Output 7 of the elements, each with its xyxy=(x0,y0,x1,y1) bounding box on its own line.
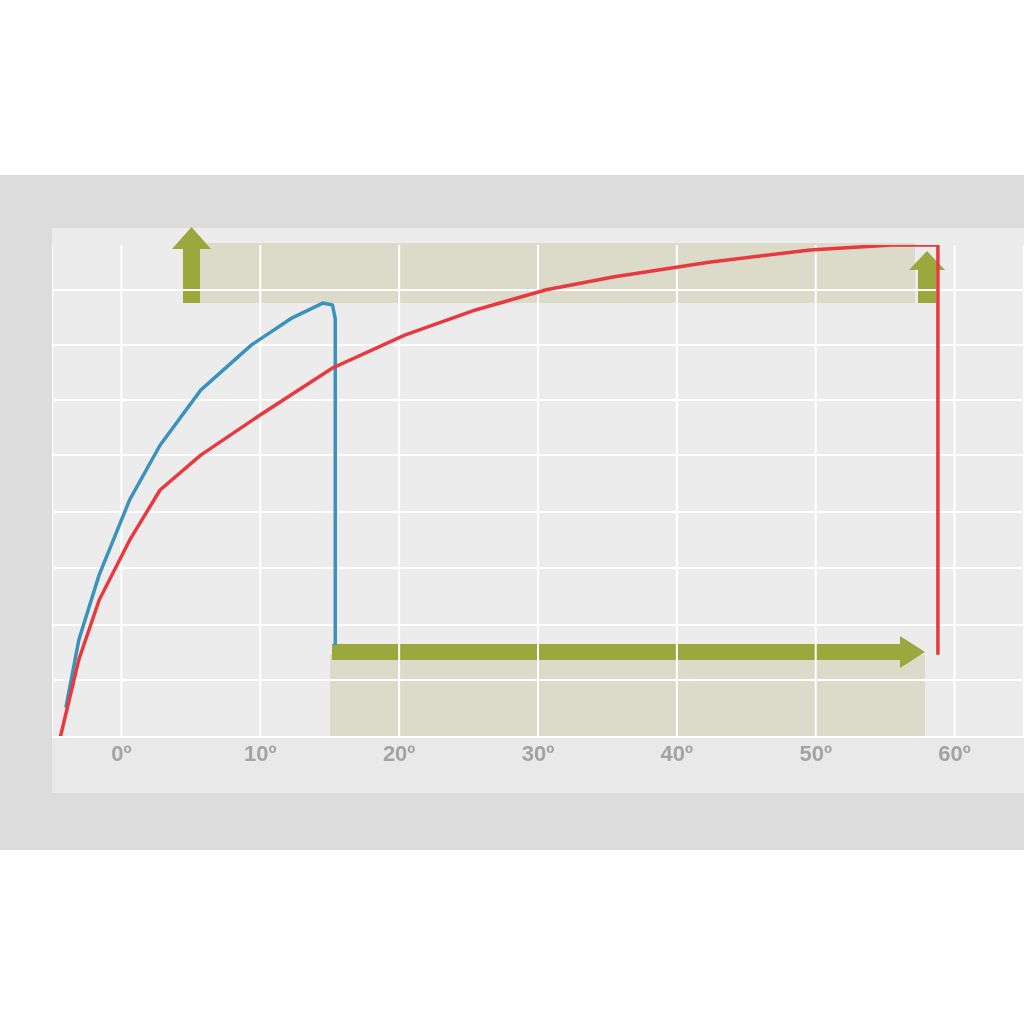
x-tick-label: 50º xyxy=(799,740,832,766)
x-tick-label: 20º xyxy=(382,740,416,766)
x-tick-label: 0º xyxy=(111,740,132,766)
x-tick-label: 60º xyxy=(938,740,971,766)
x-tick-label: 10º xyxy=(244,740,277,766)
x-tick-label: 30º xyxy=(521,740,555,766)
x-tick-label: 40º xyxy=(660,740,694,766)
